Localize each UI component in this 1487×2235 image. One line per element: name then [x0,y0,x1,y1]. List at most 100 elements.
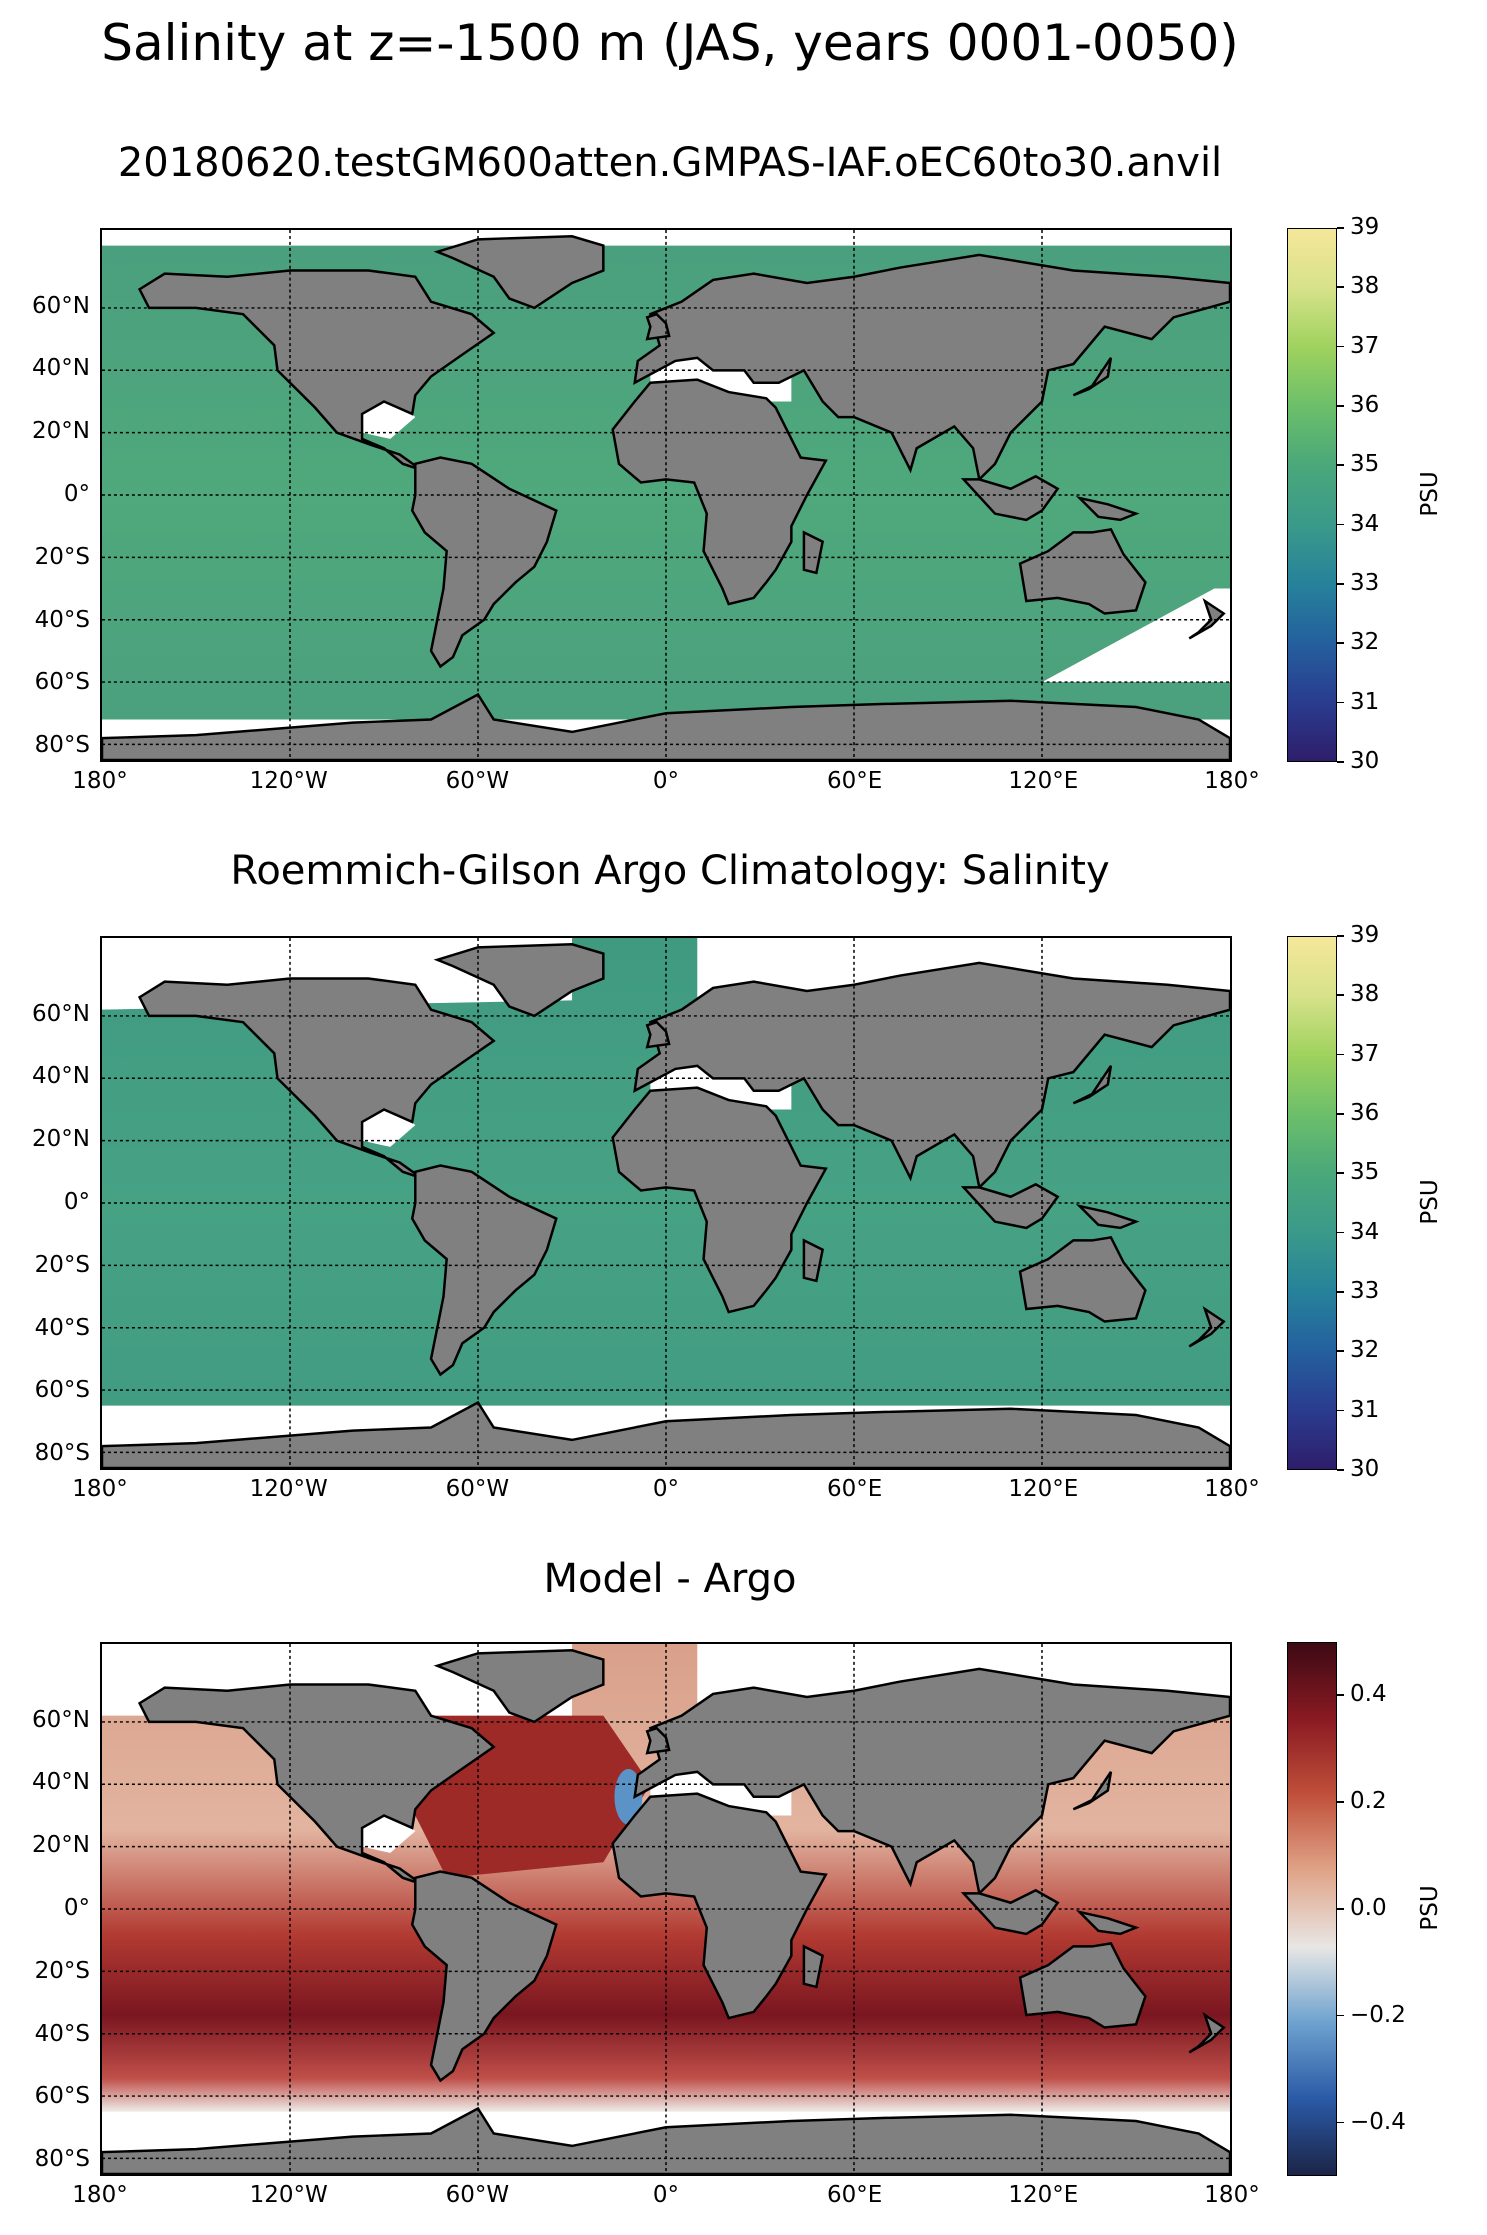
colorbar-tick-label: 33 [1350,1278,1380,1304]
africa-landmass [611,1086,828,1314]
britain-landmass [645,1020,671,1049]
lon-tick-label: 180° [72,2182,128,2208]
lat-tick-label: 20°N [32,1126,90,1153]
lat-tick-label: 40°N [32,355,90,382]
colorbar-tick-mark [1337,1469,1344,1471]
lon-tick-label: 120°E [1008,1476,1079,1502]
colorbar-tick-mark [1337,1694,1344,1696]
colorbar-tick-mark [1337,994,1344,996]
missing-data-region [1041,588,1230,683]
lat-tick-label: 60°S [34,1377,90,1404]
eurasia-landmass [633,253,1230,482]
colorbar-tick-mark [1337,345,1344,348]
colorbar-tick-mark [1337,935,1344,937]
colorbar-tick-mark [1337,1172,1344,1174]
japan-landmass [1072,357,1113,397]
colorbar-label: PSU [1417,471,1443,517]
colorbar-tick-mark [1337,1350,1344,1352]
colorbar-tick-mark [1337,701,1344,704]
lon-tick-label: 60°W [445,1476,510,1502]
eurasia-landmass [633,1667,1230,1896]
lat-tick-label: 40°S [34,2020,90,2047]
lon-tick-label: 180° [1204,768,1260,794]
africa-landmass [611,378,828,606]
colorbar-tick-mark [1337,1291,1344,1293]
panel-title-1: 20180620.testGM600atten.GMPAS-IAF.oEC60t… [117,140,1223,186]
lat-tick-label: 60°N [32,1000,90,1027]
lon-tick-label: 0° [652,768,680,794]
south-america-landmass [410,456,558,669]
colorbar-tick-label: 30 [1350,1456,1380,1482]
colorbar-tick-label: 0.2 [1350,1788,1387,1815]
negative-anomaly-patch [614,1768,643,1825]
colorbar-tick-mark [1337,227,1344,229]
asia-islands-landmass [960,474,1060,522]
lon-tick-label: 0° [652,2182,680,2208]
lat-tick-label: 0° [63,481,90,507]
new-zealand-landmass [1188,1305,1226,1348]
colorbar-tick-label: 37 [1350,1040,1380,1067]
colorbar-tick-label: 31 [1350,1396,1380,1423]
figure-title: Salinity at z=-1500 m (JAS, years 0001-0… [101,14,1239,72]
north-america-landmass [137,269,496,472]
lat-tick-label: 60°S [34,669,90,696]
colorbar-tick-mark [1337,1409,1344,1412]
lat-tick-label: 60°N [32,1706,90,1733]
map-canvas [102,938,1230,1468]
lat-tick-label: 0° [63,1189,90,1215]
lon-tick-label: 120°W [249,768,328,794]
colorbar-tick-mark [1337,1908,1344,1910]
lon-tick-label: 60°E [827,2182,883,2208]
colorbar-tick-mark [1337,761,1344,763]
panel-title-3: Model - Argo [543,1556,797,1602]
colorbar-tick-label: 31 [1350,688,1380,715]
asia-islands-landmass [960,1888,1060,1936]
lon-tick-label: 120°E [1008,2182,1079,2208]
colorbar-tick-label: 38 [1350,981,1380,1008]
colorbar-tick-mark [1337,642,1344,644]
colorbar-tick-label: 39 [1350,214,1380,240]
britain-landmass [645,1726,671,1755]
britain-landmass [645,312,671,341]
north-america-landmass [137,977,496,1180]
lon-tick-label: 180° [72,768,128,794]
japan-landmass [1072,1065,1113,1105]
australia-landmass [1018,1941,1147,2029]
lon-tick-label: 120°E [1008,768,1079,794]
colorbar-tick-mark [1337,1801,1344,1803]
lat-tick-label: 0° [63,1895,90,1921]
lat-tick-label: 60°N [32,292,90,319]
colorbar-tick-label: −0.2 [1350,2001,1406,2028]
colorbar-tick-mark [1337,1231,1344,1234]
japan-landmass [1072,1771,1113,1811]
new-guinea-landmass [1075,1203,1140,1230]
north-america-landmass [137,1683,496,1886]
colorbar-tick-label: 34 [1350,510,1380,537]
south-america-landmass [410,1164,558,1377]
colorbar-tick-label: 36 [1350,1100,1380,1126]
colorbar-tick-label: 32 [1350,629,1380,656]
colorbar-tick-mark [1337,405,1344,407]
lat-tick-label: 80°S [34,732,90,759]
colorbar-tick-label: −0.4 [1350,2108,1406,2135]
colorbar-tick-label: 30 [1350,748,1380,774]
new-zealand-landmass [1188,597,1226,640]
lat-tick-label: 80°S [34,1440,90,1467]
africa-landmass [611,1792,828,2020]
lat-tick-label: 20°S [34,543,90,570]
map-canvas [102,230,1230,760]
colorbar-tick-mark [1337,286,1344,288]
colorbar-2 [1287,936,1337,1470]
lon-tick-label: 120°W [249,1476,328,1502]
colorbar-tick-mark [1337,1113,1344,1115]
lon-tick-label: 180° [72,1476,128,1502]
colorbar-tick-mark [1337,464,1344,466]
lat-tick-label: 20°N [32,1832,90,1859]
colorbar-tick-label: 33 [1350,570,1380,596]
map-panel-2 [100,936,1232,1470]
lon-tick-label: 60°W [445,768,510,794]
colorbar-tick-mark [1337,1053,1344,1056]
greenland-landmass [433,1649,605,1724]
colorbar-label: PSU [1417,1179,1443,1225]
new-guinea-landmass [1075,495,1140,522]
